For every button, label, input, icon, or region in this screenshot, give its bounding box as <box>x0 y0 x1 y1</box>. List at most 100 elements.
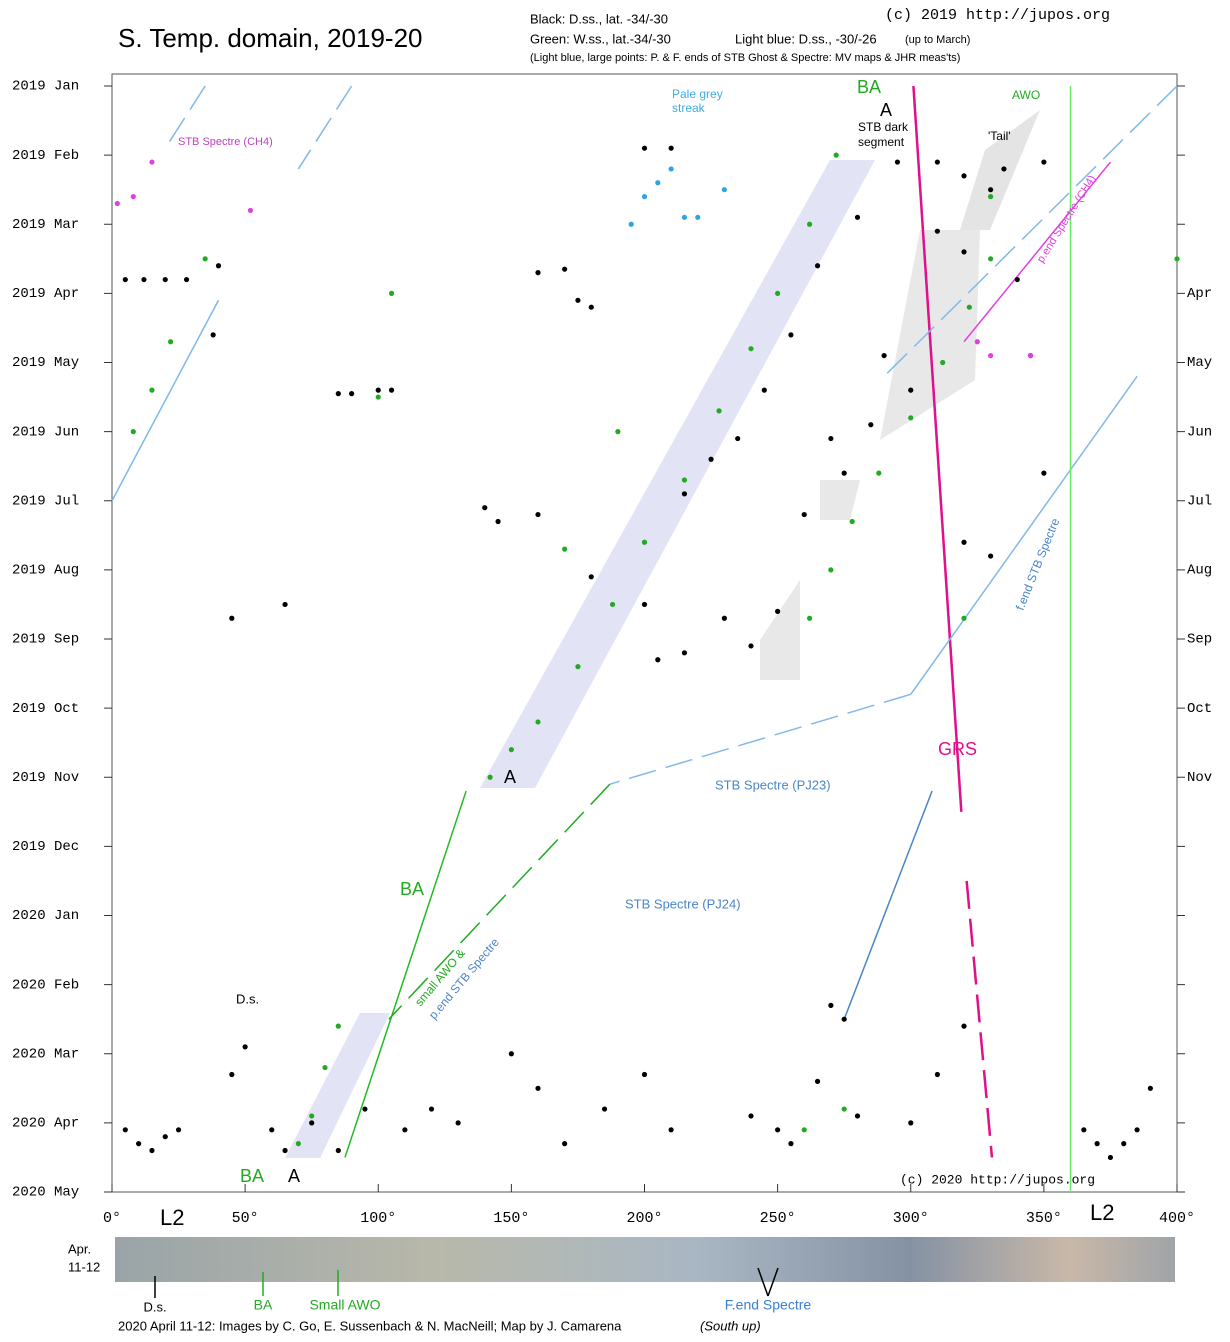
point <box>562 1141 568 1147</box>
annotation: STB Spectre (PJ24) <box>625 896 741 911</box>
point <box>961 615 967 621</box>
point <box>934 159 940 165</box>
point <box>908 1120 914 1126</box>
chart-title: S. Temp. domain, 2019-20 <box>118 23 422 53</box>
point <box>828 1002 834 1008</box>
point <box>641 194 648 200</box>
point <box>402 1127 408 1133</box>
track-line <box>843 790 933 1020</box>
point <box>295 1141 301 1147</box>
track-line <box>910 375 1138 695</box>
point <box>966 304 972 310</box>
point <box>309 1113 315 1119</box>
point <box>1041 470 1047 476</box>
credit: (c) 2019 http://jupos.org <box>885 7 1110 24</box>
y-tick-label: 2019 Feb <box>12 148 79 164</box>
point <box>961 173 967 179</box>
y-tick-label: 2020 Mar <box>12 1046 79 1062</box>
point <box>854 214 861 220</box>
point <box>814 263 821 269</box>
x-tick-label: 350° <box>1026 1210 1062 1227</box>
annotation: BA <box>240 1166 264 1186</box>
track-line <box>388 783 611 1020</box>
point <box>806 615 813 621</box>
point <box>668 166 674 172</box>
footer-note: (South up) <box>700 1318 761 1333</box>
point <box>806 221 813 227</box>
point <box>242 1044 248 1050</box>
point <box>229 615 235 621</box>
y-tick-label: 2020 May <box>12 1185 79 1201</box>
point <box>841 1016 847 1022</box>
point <box>508 747 514 753</box>
y2-tick-label: Jun <box>1187 424 1212 440</box>
y-tick-label: 2019 Sep <box>12 632 79 648</box>
point <box>141 276 147 283</box>
point <box>668 145 674 151</box>
y2-tick-label: Jul <box>1187 493 1212 509</box>
point <box>801 511 807 518</box>
point <box>114 200 120 207</box>
point <box>748 643 754 649</box>
point <box>149 1147 155 1154</box>
point <box>175 1127 182 1133</box>
point <box>681 491 688 497</box>
point <box>495 518 501 525</box>
point <box>349 391 355 397</box>
annotation: streak <box>672 101 706 115</box>
annotation: L2 <box>1090 1200 1114 1225</box>
y2-tick-label: Apr <box>1187 286 1212 302</box>
point <box>335 1147 341 1154</box>
point <box>269 1127 275 1133</box>
point <box>362 1106 368 1112</box>
point <box>695 214 701 220</box>
point <box>833 152 839 158</box>
point <box>961 539 967 545</box>
point <box>210 332 216 338</box>
strip-label: Small AWO <box>309 1297 380 1313</box>
point <box>721 187 727 193</box>
point <box>183 276 190 283</box>
annotation: A <box>880 100 892 120</box>
track-line <box>965 880 994 1158</box>
point <box>988 352 994 359</box>
point <box>615 429 621 435</box>
track-line <box>609 693 911 785</box>
annotation: segment <box>858 135 905 149</box>
point <box>375 387 381 393</box>
x-tick-label: 250° <box>760 1210 796 1227</box>
y-tick-label: 2019 Jun <box>12 424 79 440</box>
point <box>335 391 341 397</box>
point <box>988 187 994 193</box>
point <box>934 1071 940 1078</box>
point <box>428 1106 435 1112</box>
point <box>668 1127 674 1133</box>
x-tick-label: 200° <box>626 1210 662 1227</box>
point <box>641 145 648 151</box>
point <box>801 1127 807 1133</box>
annotation: BA <box>857 77 881 97</box>
point <box>487 774 493 780</box>
point <box>655 180 661 186</box>
point <box>562 546 568 552</box>
point <box>202 256 208 262</box>
y2-tick-label: May <box>1187 355 1212 371</box>
point <box>940 359 946 366</box>
point <box>575 664 581 670</box>
point <box>841 1106 847 1112</box>
point <box>868 422 874 428</box>
point <box>1001 166 1007 172</box>
point <box>309 1120 315 1126</box>
track-line <box>164 85 206 149</box>
legend-text: Black: D.ss., lat. -34/-30 <box>530 11 668 26</box>
x-tick-label: 150° <box>493 1210 529 1227</box>
point <box>1134 1127 1140 1133</box>
point <box>881 352 887 359</box>
strip-arrows <box>154 1267 779 1298</box>
strip-label: 11-12 <box>68 1259 100 1274</box>
legend-text: Green: W.ss., lat.-34/-30 <box>530 31 671 46</box>
y-tick-label: 2019 Oct <box>12 701 79 717</box>
annotation: A <box>288 1166 300 1186</box>
y2-tick-label: Oct <box>1187 701 1212 717</box>
point <box>482 505 488 511</box>
